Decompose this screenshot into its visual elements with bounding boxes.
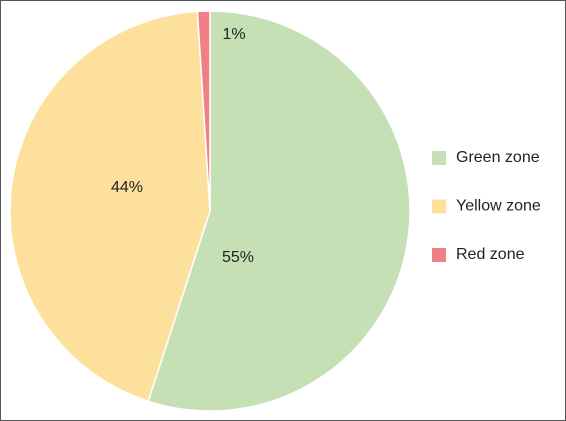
legend-swatch (432, 151, 446, 165)
data-label: 44% (111, 179, 143, 196)
pie-slice (147, 10, 411, 412)
legend-label: Yellow zone (456, 198, 541, 215)
legend-swatch (432, 199, 446, 214)
pie-slice (9, 10, 211, 403)
data-label: 1% (222, 26, 245, 43)
legend-label: Green zone (456, 149, 540, 166)
data-label: 55% (222, 249, 254, 266)
legend-label: Red zone (456, 246, 525, 263)
pie-slice (196, 10, 211, 212)
legend-swatch (432, 248, 446, 262)
